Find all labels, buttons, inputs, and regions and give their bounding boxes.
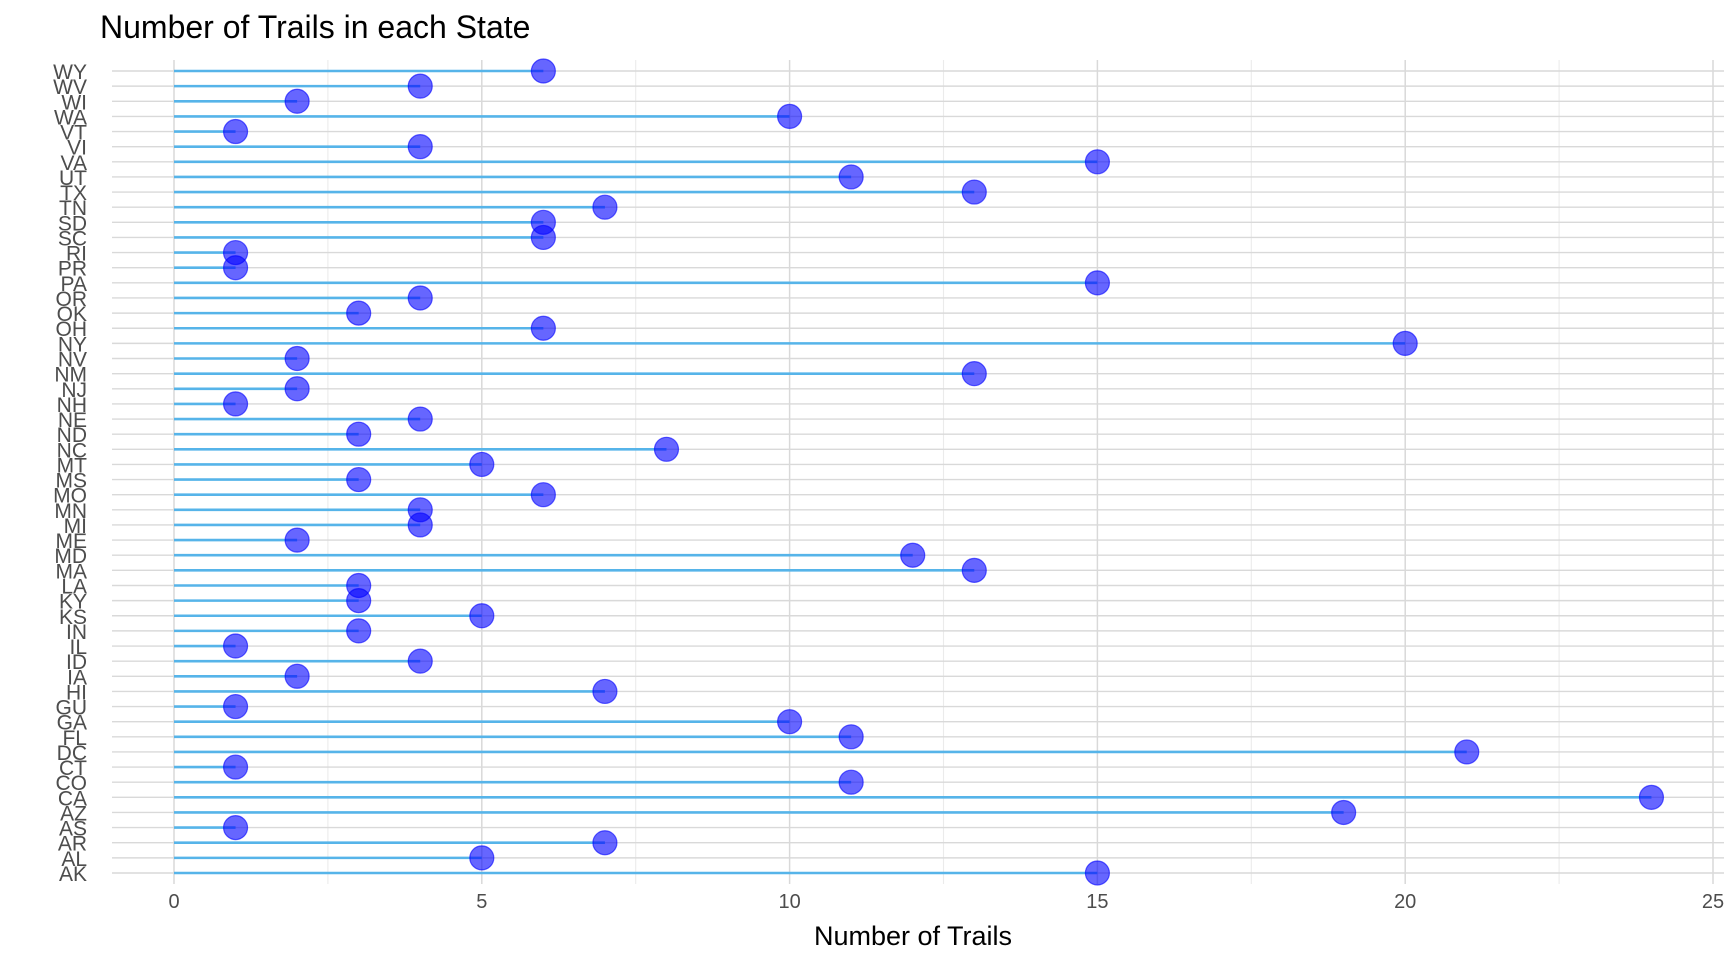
point-ia	[285, 664, 309, 688]
x-tick-label-15: 15	[1086, 891, 1108, 913]
point-ks	[470, 604, 494, 628]
point-al	[470, 846, 494, 870]
point-oh	[531, 316, 555, 340]
point-ny	[1393, 331, 1417, 355]
point-ma	[962, 558, 986, 582]
point-wa	[778, 104, 802, 128]
point-pa	[1085, 271, 1109, 295]
point-ct	[224, 755, 248, 779]
point-vi	[408, 135, 432, 159]
point-ga	[778, 710, 802, 734]
point-gu	[224, 695, 248, 719]
point-wv	[408, 74, 432, 98]
x-tick-label-20: 20	[1394, 891, 1416, 913]
point-id	[408, 649, 432, 673]
point-tx	[962, 180, 986, 204]
point-hi	[593, 679, 617, 703]
point-wy	[531, 59, 555, 83]
point-mo	[531, 483, 555, 507]
point-md	[901, 543, 925, 567]
point-vt	[224, 120, 248, 144]
point-fl	[839, 725, 863, 749]
stems	[174, 71, 1651, 873]
x-tick-labels: 0 5 10 15 20 25	[168, 891, 1724, 913]
point-mn	[408, 498, 432, 522]
point-as	[224, 816, 248, 840]
point-tn	[593, 195, 617, 219]
point-ok	[347, 301, 371, 325]
point-il	[224, 634, 248, 658]
point-nh	[224, 392, 248, 416]
point-wi	[285, 89, 309, 113]
point-ut	[839, 165, 863, 189]
point-nm	[962, 362, 986, 386]
point-va	[1085, 150, 1109, 174]
chart-title: Number of Trails in each State	[100, 9, 530, 45]
point-nv	[285, 347, 309, 371]
y-tick-label-wy: WY	[53, 61, 87, 84]
point-ca	[1639, 785, 1663, 809]
point-ak	[1085, 861, 1109, 885]
x-tick-label-5: 5	[476, 891, 487, 913]
point-ne	[408, 407, 432, 431]
point-dc	[1455, 740, 1479, 764]
point-or	[408, 286, 432, 310]
point-in	[347, 619, 371, 643]
point-ar	[593, 831, 617, 855]
point-la	[347, 573, 371, 597]
point-nc	[654, 437, 678, 461]
y-tick-labels: AKALARASAZCACOCTDCFLGAGUHIIAIDILINKSKYLA…	[53, 61, 87, 886]
point-nj	[285, 377, 309, 401]
point-mt	[470, 452, 494, 476]
x-axis-title: Number of Trails	[814, 921, 1012, 951]
x-tick-label-25: 25	[1702, 891, 1724, 913]
point-co	[839, 770, 863, 794]
point-az	[1332, 800, 1356, 824]
point-me	[285, 528, 309, 552]
x-tick-label-0: 0	[168, 891, 179, 913]
point-ms	[347, 468, 371, 492]
point-nd	[347, 422, 371, 446]
point-ri	[224, 241, 248, 265]
point-sd	[531, 210, 555, 234]
x-tick-label-10: 10	[778, 891, 800, 913]
